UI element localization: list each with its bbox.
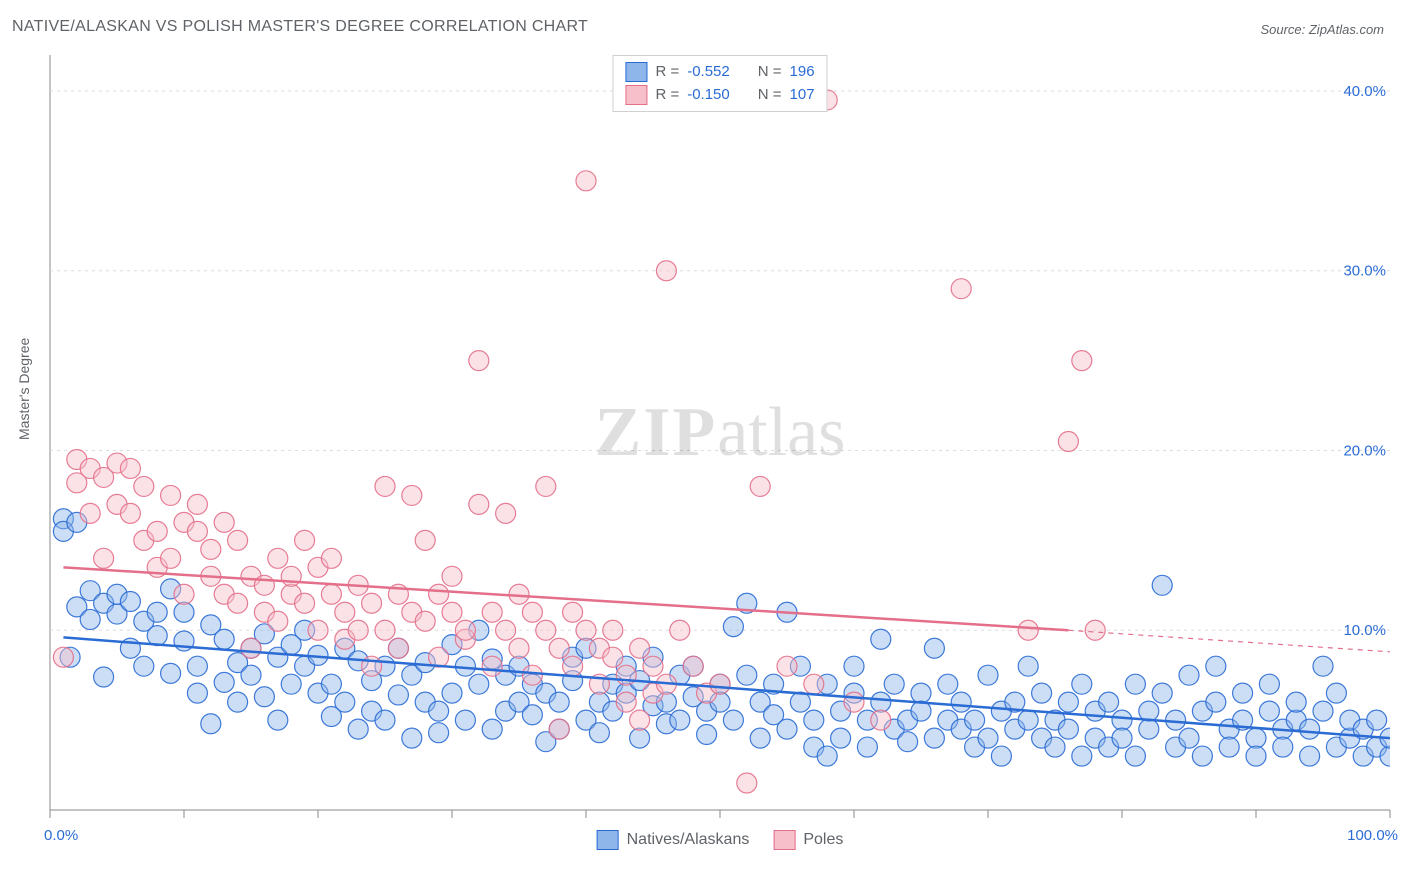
legend-swatch-icon: [625, 62, 647, 82]
series-legend: Natives/Alaskans Poles: [597, 830, 844, 850]
chart-container: NATIVE/ALASKAN VS POLISH MASTER'S DEGREE…: [0, 0, 1406, 892]
x-max-label: 100.0%: [1347, 827, 1398, 844]
legend-row: R = -0.552 N = 196: [625, 61, 814, 84]
r-label: R =: [655, 84, 679, 107]
legend-swatch-icon: [597, 830, 619, 850]
legend-label: Poles: [803, 831, 843, 849]
r-label: R =: [655, 61, 679, 84]
correlation-legend: R = -0.552 N = 196 R = -0.150 N = 107: [612, 55, 827, 112]
legend-item: Natives/Alaskans: [597, 830, 750, 850]
n-label: N =: [758, 84, 782, 107]
n-value: 196: [790, 61, 815, 84]
y-axis-label: Master's Degree: [16, 338, 32, 440]
chart-title: NATIVE/ALASKAN VS POLISH MASTER'S DEGREE…: [12, 18, 588, 36]
x-origin-label: 0.0%: [44, 827, 78, 844]
r-value: -0.552: [687, 61, 730, 84]
points-svg: [50, 55, 1390, 810]
n-label: N =: [758, 61, 782, 84]
legend-swatch-icon: [625, 85, 647, 105]
legend-row: R = -0.150 N = 107: [625, 84, 814, 107]
legend-swatch-icon: [773, 830, 795, 850]
r-value: -0.150: [687, 84, 730, 107]
source-citation: Source: ZipAtlas.com: [1260, 22, 1384, 37]
plot-area: 10.0%20.0%30.0%40.0% ZIPatlas R =-0.552N…: [50, 55, 1390, 810]
n-value: 107: [790, 84, 815, 107]
legend-item: Poles: [773, 830, 843, 850]
legend-label: Natives/Alaskans: [627, 831, 750, 849]
